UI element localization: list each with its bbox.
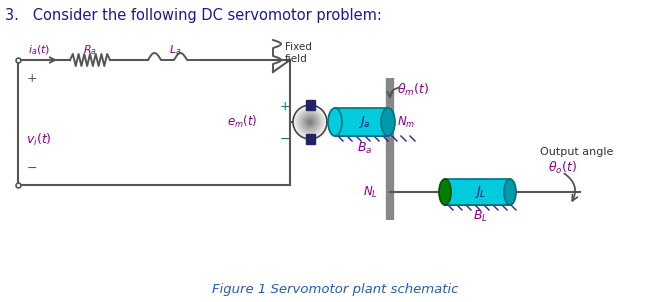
Text: $\theta_m(t)$: $\theta_m(t)$ xyxy=(397,82,429,98)
Bar xyxy=(445,179,510,205)
Text: $B_a$: $B_a$ xyxy=(357,140,372,156)
Text: $e_m(t)$: $e_m(t)$ xyxy=(227,114,257,130)
Text: $B_L$: $B_L$ xyxy=(473,208,488,223)
Ellipse shape xyxy=(299,112,320,132)
Bar xyxy=(335,108,388,136)
Ellipse shape xyxy=(295,107,326,137)
Bar xyxy=(306,100,314,110)
Text: $J_L$: $J_L$ xyxy=(474,184,486,200)
Text: $+$: $+$ xyxy=(26,72,38,85)
Text: $i_a(t)$: $i_a(t)$ xyxy=(28,43,50,57)
Text: $-$: $-$ xyxy=(279,131,291,144)
Ellipse shape xyxy=(328,108,342,136)
Ellipse shape xyxy=(305,117,315,127)
Bar xyxy=(306,134,314,144)
Text: $v_i(t)$: $v_i(t)$ xyxy=(26,132,52,148)
Ellipse shape xyxy=(302,114,318,130)
Text: $N_m$: $N_m$ xyxy=(397,114,415,130)
Text: $-$: $-$ xyxy=(26,160,37,174)
Text: $J_a$: $J_a$ xyxy=(358,114,371,130)
Text: $R_a$: $R_a$ xyxy=(83,43,97,57)
Ellipse shape xyxy=(439,179,451,205)
Ellipse shape xyxy=(308,120,312,124)
Text: $\theta_o(t)$: $\theta_o(t)$ xyxy=(548,160,577,176)
Text: 3.   Consider the following DC servomotor problem:: 3. Consider the following DC servomotor … xyxy=(5,8,382,23)
Text: $L_a$: $L_a$ xyxy=(169,43,181,57)
Text: Output angle: Output angle xyxy=(540,147,613,157)
Ellipse shape xyxy=(296,108,324,136)
Ellipse shape xyxy=(304,115,317,129)
Ellipse shape xyxy=(504,179,516,205)
Text: $+$: $+$ xyxy=(279,99,291,113)
Ellipse shape xyxy=(307,119,314,125)
Text: Figure 1 Servomotor plant schematic: Figure 1 Servomotor plant schematic xyxy=(212,284,458,297)
Ellipse shape xyxy=(293,105,327,139)
Ellipse shape xyxy=(298,110,322,134)
Text: $N_L$: $N_L$ xyxy=(363,185,378,200)
Ellipse shape xyxy=(381,108,395,136)
Text: Fixed
field: Fixed field xyxy=(285,42,312,64)
